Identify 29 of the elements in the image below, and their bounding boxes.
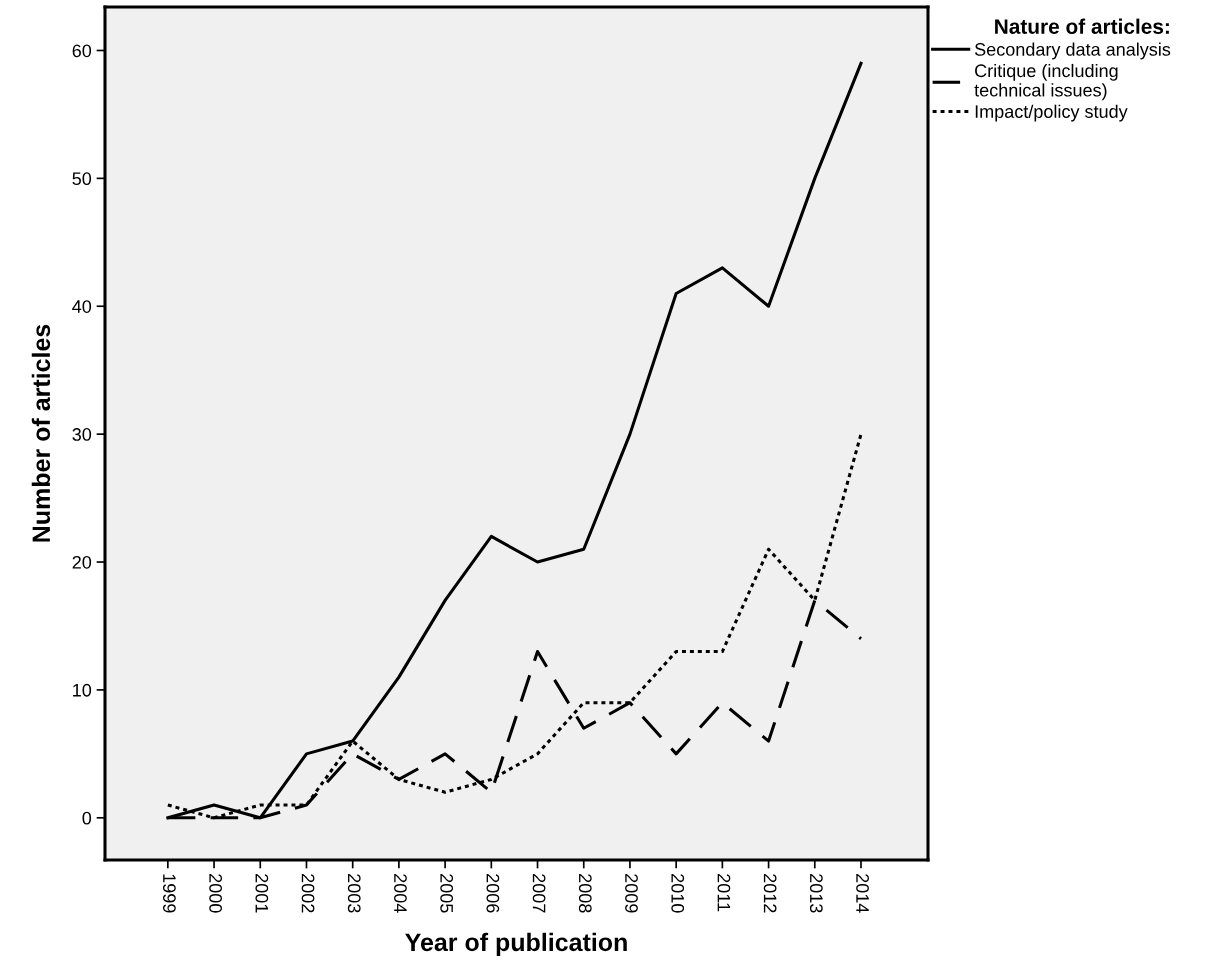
y-axis-title: Number of articles (31, 324, 51, 542)
x-tick-label: 2008 (578, 874, 592, 913)
x-tick-label: 2014 (856, 874, 869, 913)
y-tick-label: 50 (72, 172, 92, 186)
x-tick-label: 2000 (209, 874, 222, 913)
y-tick-label: 40 (72, 300, 92, 313)
legend-title: Nature of articles: (995, 18, 1169, 34)
x-tick-label: 2005 (440, 874, 454, 913)
legend-label: Impact/policy study (975, 104, 1128, 122)
y-tick-label: 20 (72, 555, 92, 569)
x-tick-label: 2011 (717, 874, 731, 912)
y-tick-label: 30 (72, 428, 92, 441)
x-tick-label: 2010 (671, 874, 685, 913)
y-tick-label: 0 (82, 811, 92, 825)
x-axis-title: Year of publication (405, 932, 627, 957)
x-tick-label: 2007 (532, 874, 546, 913)
x-tick-label: 2013 (809, 874, 823, 913)
x-tick-label: 2001 (255, 874, 269, 913)
legend-label: Critique (including technical issues) (974, 63, 1118, 101)
x-tick-label: 2012 (763, 874, 777, 913)
x-tick-label: 2009 (625, 874, 638, 913)
x-tick-label: 1999 (163, 874, 176, 913)
x-tick-label: 2002 (301, 874, 315, 913)
y-tick-label: 10 (73, 683, 92, 697)
y-tick-label: 60 (72, 44, 92, 58)
x-tick-label: 2006 (486, 874, 500, 913)
x-tick-label: 2004 (394, 874, 407, 913)
x-tick-label: 2003 (347, 874, 361, 913)
legend-label: Secondary data analysis (974, 42, 1171, 60)
